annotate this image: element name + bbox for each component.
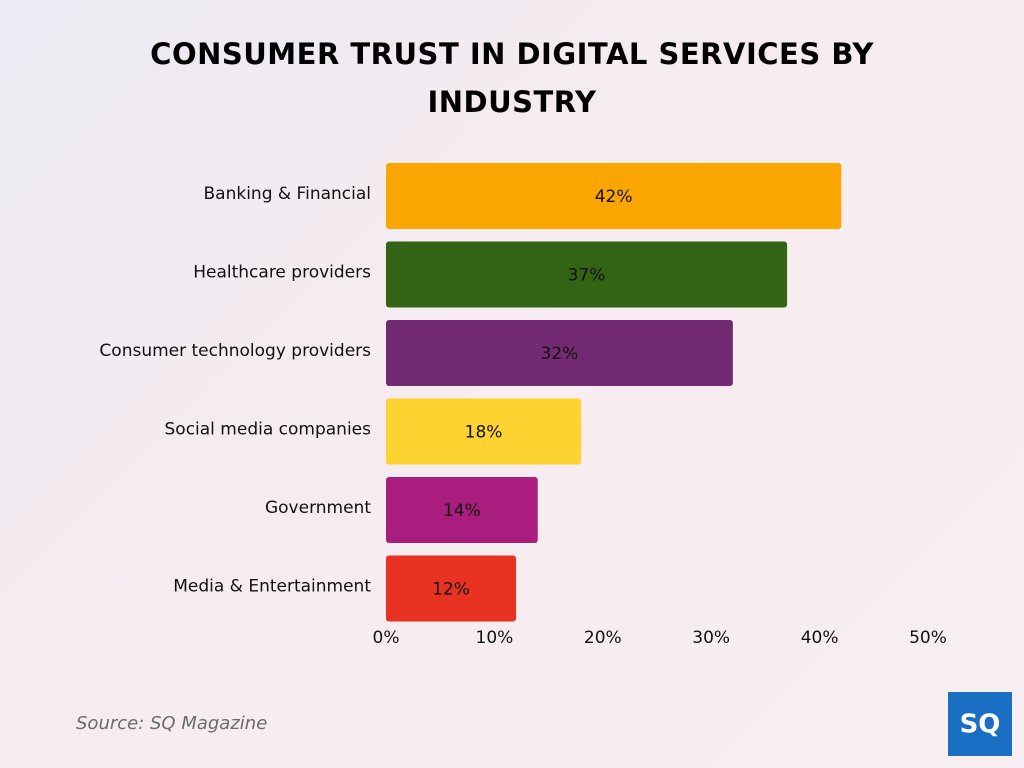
value-label: 32% [541,344,579,364]
x-tick-label: 40% [801,628,839,648]
bar [386,398,582,465]
chart-title: CONSUMER TRUST IN DIGITAL SERVICES BY IN… [150,37,874,119]
bar [386,555,517,622]
logo: SQ [960,710,1001,740]
x-tick-label: 20% [584,628,622,648]
bar [386,163,842,229]
source: Source: SQ Magazine [76,713,267,734]
x-tick-label: 50% [909,628,947,648]
value-label: 42% [595,187,633,207]
value-label: 18% [465,423,503,443]
bar [386,477,538,543]
value-label: 14% [443,501,481,521]
logo-box [948,692,1012,756]
y-tick-label: Government [265,498,371,518]
y-tick-label: Social media companies [165,420,372,440]
x-tick-label: 30% [692,628,730,648]
bar [386,320,733,386]
y-tick-label: Consumer technology providers [99,341,371,361]
value-label: 37% [568,266,606,286]
x-tick-label: 10% [476,628,514,648]
y-tick-label: Media & Entertainment [173,577,371,597]
y-tick-label: Healthcare providers [193,263,371,283]
bar [386,241,788,308]
y-tick-label: Banking & Financial [204,184,372,204]
x-tick-label: 0% [373,628,400,648]
value-label: 12% [432,580,470,600]
